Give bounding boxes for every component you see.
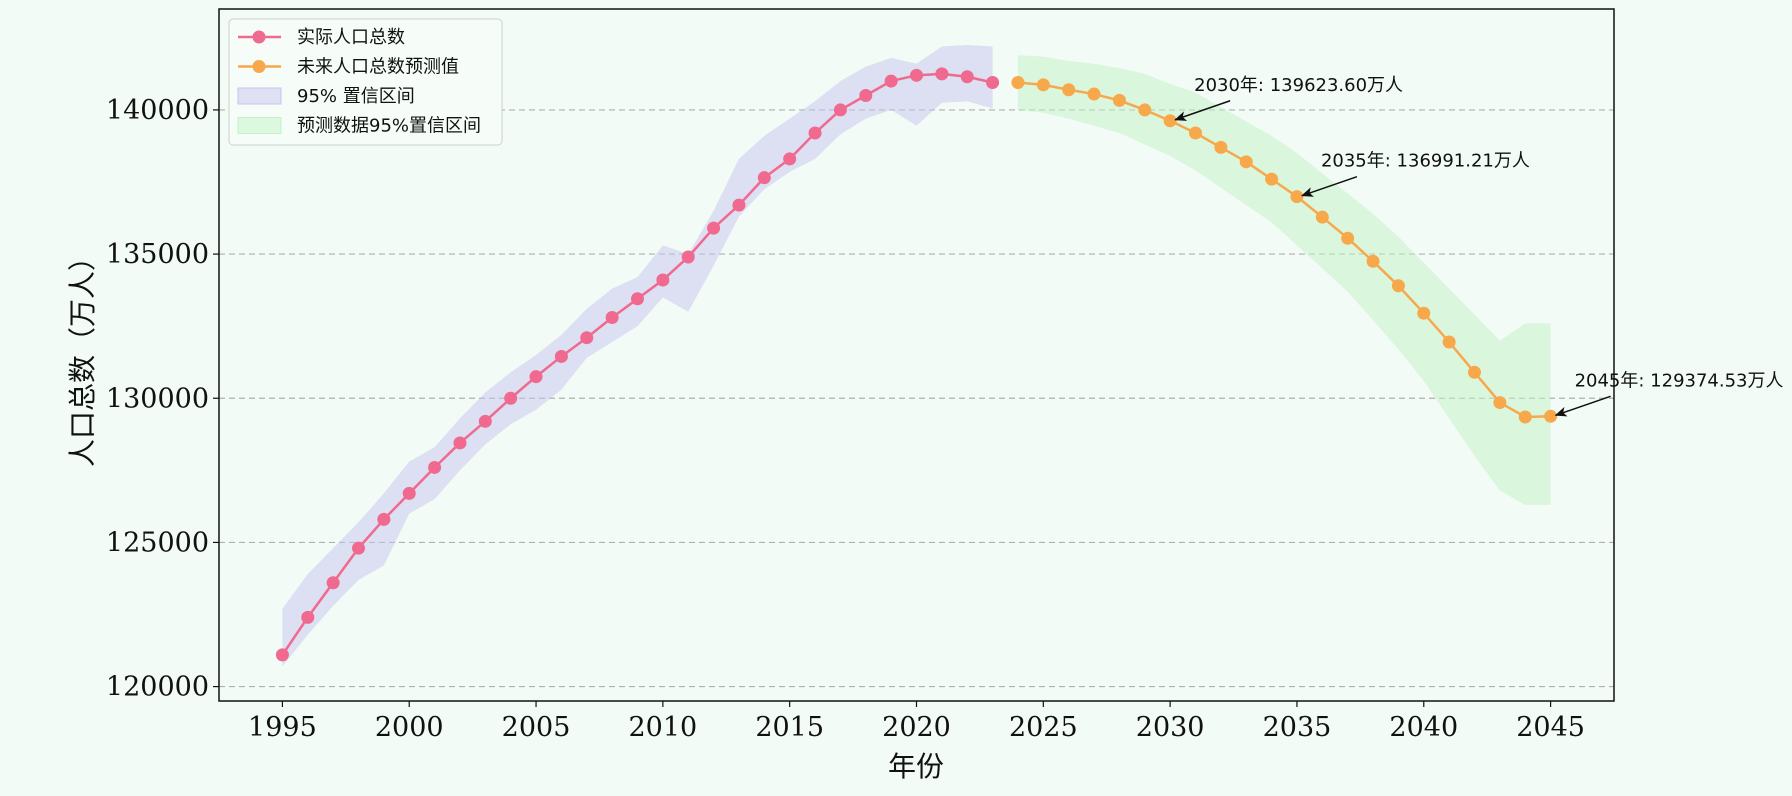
- data-point: [402, 486, 416, 500]
- y-tick-label: 140000: [106, 95, 209, 126]
- data-point: [859, 89, 873, 102]
- data-point: [808, 126, 822, 140]
- data-point: [707, 221, 721, 235]
- x-tick-label: 1995: [248, 712, 317, 743]
- data-point: [1138, 103, 1152, 117]
- data-point: [656, 273, 670, 287]
- x-axis-title: 年份: [888, 750, 944, 783]
- data-point: [428, 460, 442, 474]
- x-tick-label: 2045: [1516, 712, 1585, 743]
- y-tick-label: 120000: [106, 672, 209, 703]
- data-point: [1544, 409, 1558, 423]
- data-point: [1341, 231, 1355, 245]
- data-point: [1163, 114, 1177, 128]
- confidence-band: [282, 45, 993, 667]
- data-point: [1391, 279, 1405, 293]
- data-point: [275, 648, 289, 662]
- data-point: [1290, 190, 1304, 204]
- data-point: [1442, 335, 1456, 349]
- legend-swatch-marker: [252, 30, 266, 44]
- data-point: [960, 70, 974, 84]
- data-point: [884, 74, 898, 88]
- y-axis-title: 人口总数（万人）: [66, 243, 99, 467]
- data-point: [1189, 126, 1202, 140]
- data-point: [1011, 76, 1025, 90]
- data-point: [529, 370, 543, 384]
- data-point: [1239, 155, 1253, 169]
- data-point: [1518, 410, 1532, 424]
- legend-label: 预测数据95%置信区间: [297, 116, 481, 137]
- data-point: [1417, 306, 1431, 320]
- legend-swatch-patch: [237, 117, 282, 134]
- data-point: [478, 414, 492, 428]
- annotation-label: 2045年: 129374.53万人: [1575, 370, 1784, 391]
- data-point: [326, 576, 340, 590]
- x-tick-label: 2005: [502, 712, 571, 743]
- legend-box: [228, 18, 503, 146]
- x-tick-label: 2000: [375, 712, 444, 743]
- x-tick-label: 2010: [629, 712, 698, 743]
- series-line: [1017, 81, 1551, 419]
- y-tick-label: 135000: [106, 239, 209, 270]
- data-point: [757, 171, 771, 185]
- x-tick-label: 2030: [1136, 712, 1205, 743]
- band-layer: [282, 45, 1551, 667]
- data-point: [1315, 210, 1329, 224]
- annotation-arrow: [1301, 175, 1358, 197]
- annotation-label: 2035年: 136991.21万人: [1321, 151, 1530, 172]
- legend-label: 未来人口总数预测值: [297, 57, 459, 78]
- data-point: [377, 512, 391, 526]
- data-point: [732, 198, 746, 212]
- legend-label: 实际人口总数: [297, 27, 405, 48]
- data-point: [1493, 396, 1507, 410]
- data-point: [783, 152, 797, 166]
- data-point: [1468, 365, 1481, 379]
- series-layer: [275, 67, 1558, 662]
- x-tick-label: 2025: [1009, 712, 1078, 743]
- y-tick-label: 125000: [106, 527, 209, 558]
- annotation-layer: 2030年: 139623.60万人 2035年: 136991.21万人 2045…: [1174, 75, 1784, 417]
- x-tick-label: 2020: [882, 712, 951, 743]
- data-point: [1087, 87, 1101, 101]
- data-point: [580, 331, 594, 345]
- x-tick-label: 2035: [1263, 712, 1332, 743]
- data-point: [910, 68, 923, 82]
- data-point: [352, 541, 365, 555]
- data-point: [1214, 140, 1228, 154]
- annotation-arrow: [1554, 395, 1611, 417]
- data-point: [631, 292, 644, 306]
- data-point: [605, 311, 619, 325]
- data-point: [681, 250, 695, 264]
- data-point: [301, 610, 315, 624]
- confidence-band: [1017, 55, 1551, 505]
- annotation-arrow: [1174, 100, 1231, 121]
- y-tick-label: 130000: [106, 383, 209, 414]
- tick-layer: 120000 125000 130000 135000 140000 1995 2000 20…: [106, 95, 1585, 743]
- data-point: [986, 76, 1000, 90]
- data-point: [504, 391, 518, 405]
- data-point: [833, 103, 847, 117]
- legend-swatch-patch: [237, 87, 282, 105]
- data-point: [1366, 254, 1380, 268]
- legend-label: 95% 置信区间: [297, 86, 415, 107]
- legend-swatch-marker: [252, 60, 266, 73]
- data-point: [453, 436, 467, 450]
- data-point: [1112, 93, 1126, 107]
- x-tick-label: 2040: [1389, 712, 1458, 743]
- data-point: [935, 67, 949, 81]
- data-point: [1265, 172, 1279, 186]
- annotation-label: 2030年: 139623.60万人: [1194, 75, 1403, 96]
- x-tick-label: 2015: [755, 712, 824, 743]
- data-point: [1036, 78, 1050, 92]
- data-point: [1062, 83, 1076, 97]
- data-point: [554, 349, 568, 363]
